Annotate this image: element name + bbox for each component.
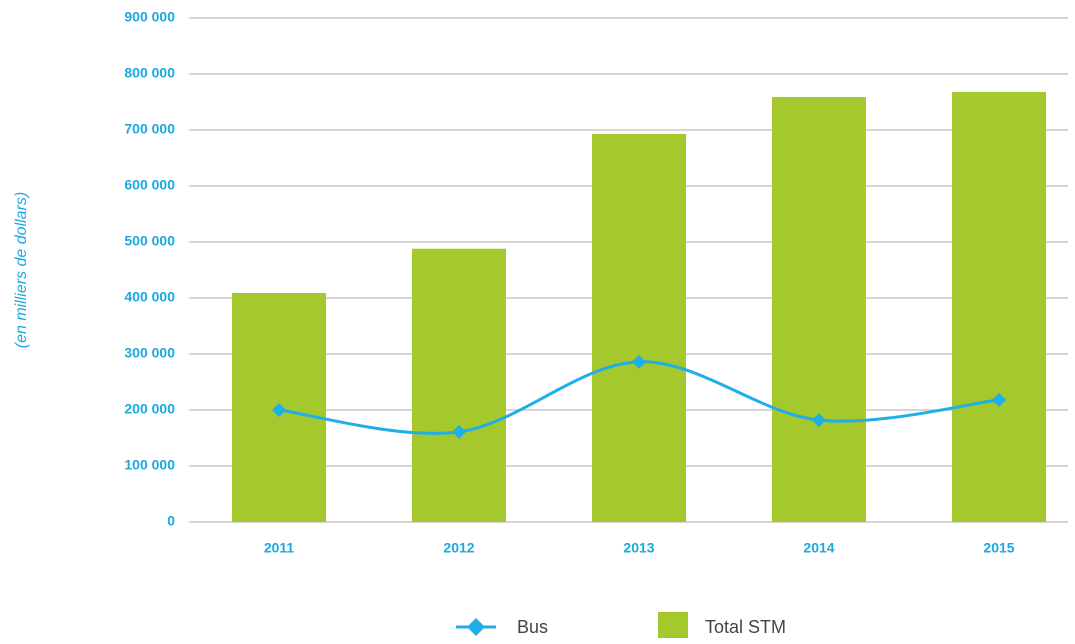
x-tick-label: 2013 bbox=[623, 540, 654, 556]
x-tick-label: 2014 bbox=[803, 540, 834, 556]
x-tick-label: 2011 bbox=[264, 540, 295, 556]
y-axis-label: (en milliers de dollars) bbox=[13, 192, 30, 349]
y-tick-label: 400 000 bbox=[124, 289, 175, 305]
marker bbox=[272, 403, 286, 417]
marker bbox=[452, 424, 466, 439]
y-tick-label: 800 000 bbox=[124, 65, 175, 81]
y-tick-label: 0 bbox=[167, 513, 175, 529]
y-tick-label: 500 000 bbox=[124, 233, 175, 249]
bar bbox=[412, 248, 506, 522]
y-tick-label: 900 000 bbox=[124, 9, 175, 25]
legend-label: Total STM bbox=[705, 617, 786, 637]
marker bbox=[992, 392, 1006, 407]
x-tick-label: 2015 bbox=[983, 540, 1014, 556]
bar bbox=[592, 133, 686, 523]
legend-marker bbox=[467, 618, 485, 636]
bar bbox=[952, 91, 1046, 523]
y-tick-label: 600 000 bbox=[124, 177, 175, 193]
y-tick-label: 100 000 bbox=[124, 457, 175, 473]
y-tick-label: 200 000 bbox=[124, 401, 175, 417]
y-tick-label: 700 000 bbox=[124, 121, 175, 137]
marker bbox=[812, 413, 826, 428]
legend-swatch bbox=[658, 612, 688, 638]
y-tick-label: 300 000 bbox=[124, 345, 175, 361]
bar bbox=[772, 96, 866, 523]
legend-label: Bus bbox=[517, 617, 548, 637]
x-tick-label: 2012 bbox=[443, 540, 474, 556]
marker bbox=[632, 354, 646, 369]
